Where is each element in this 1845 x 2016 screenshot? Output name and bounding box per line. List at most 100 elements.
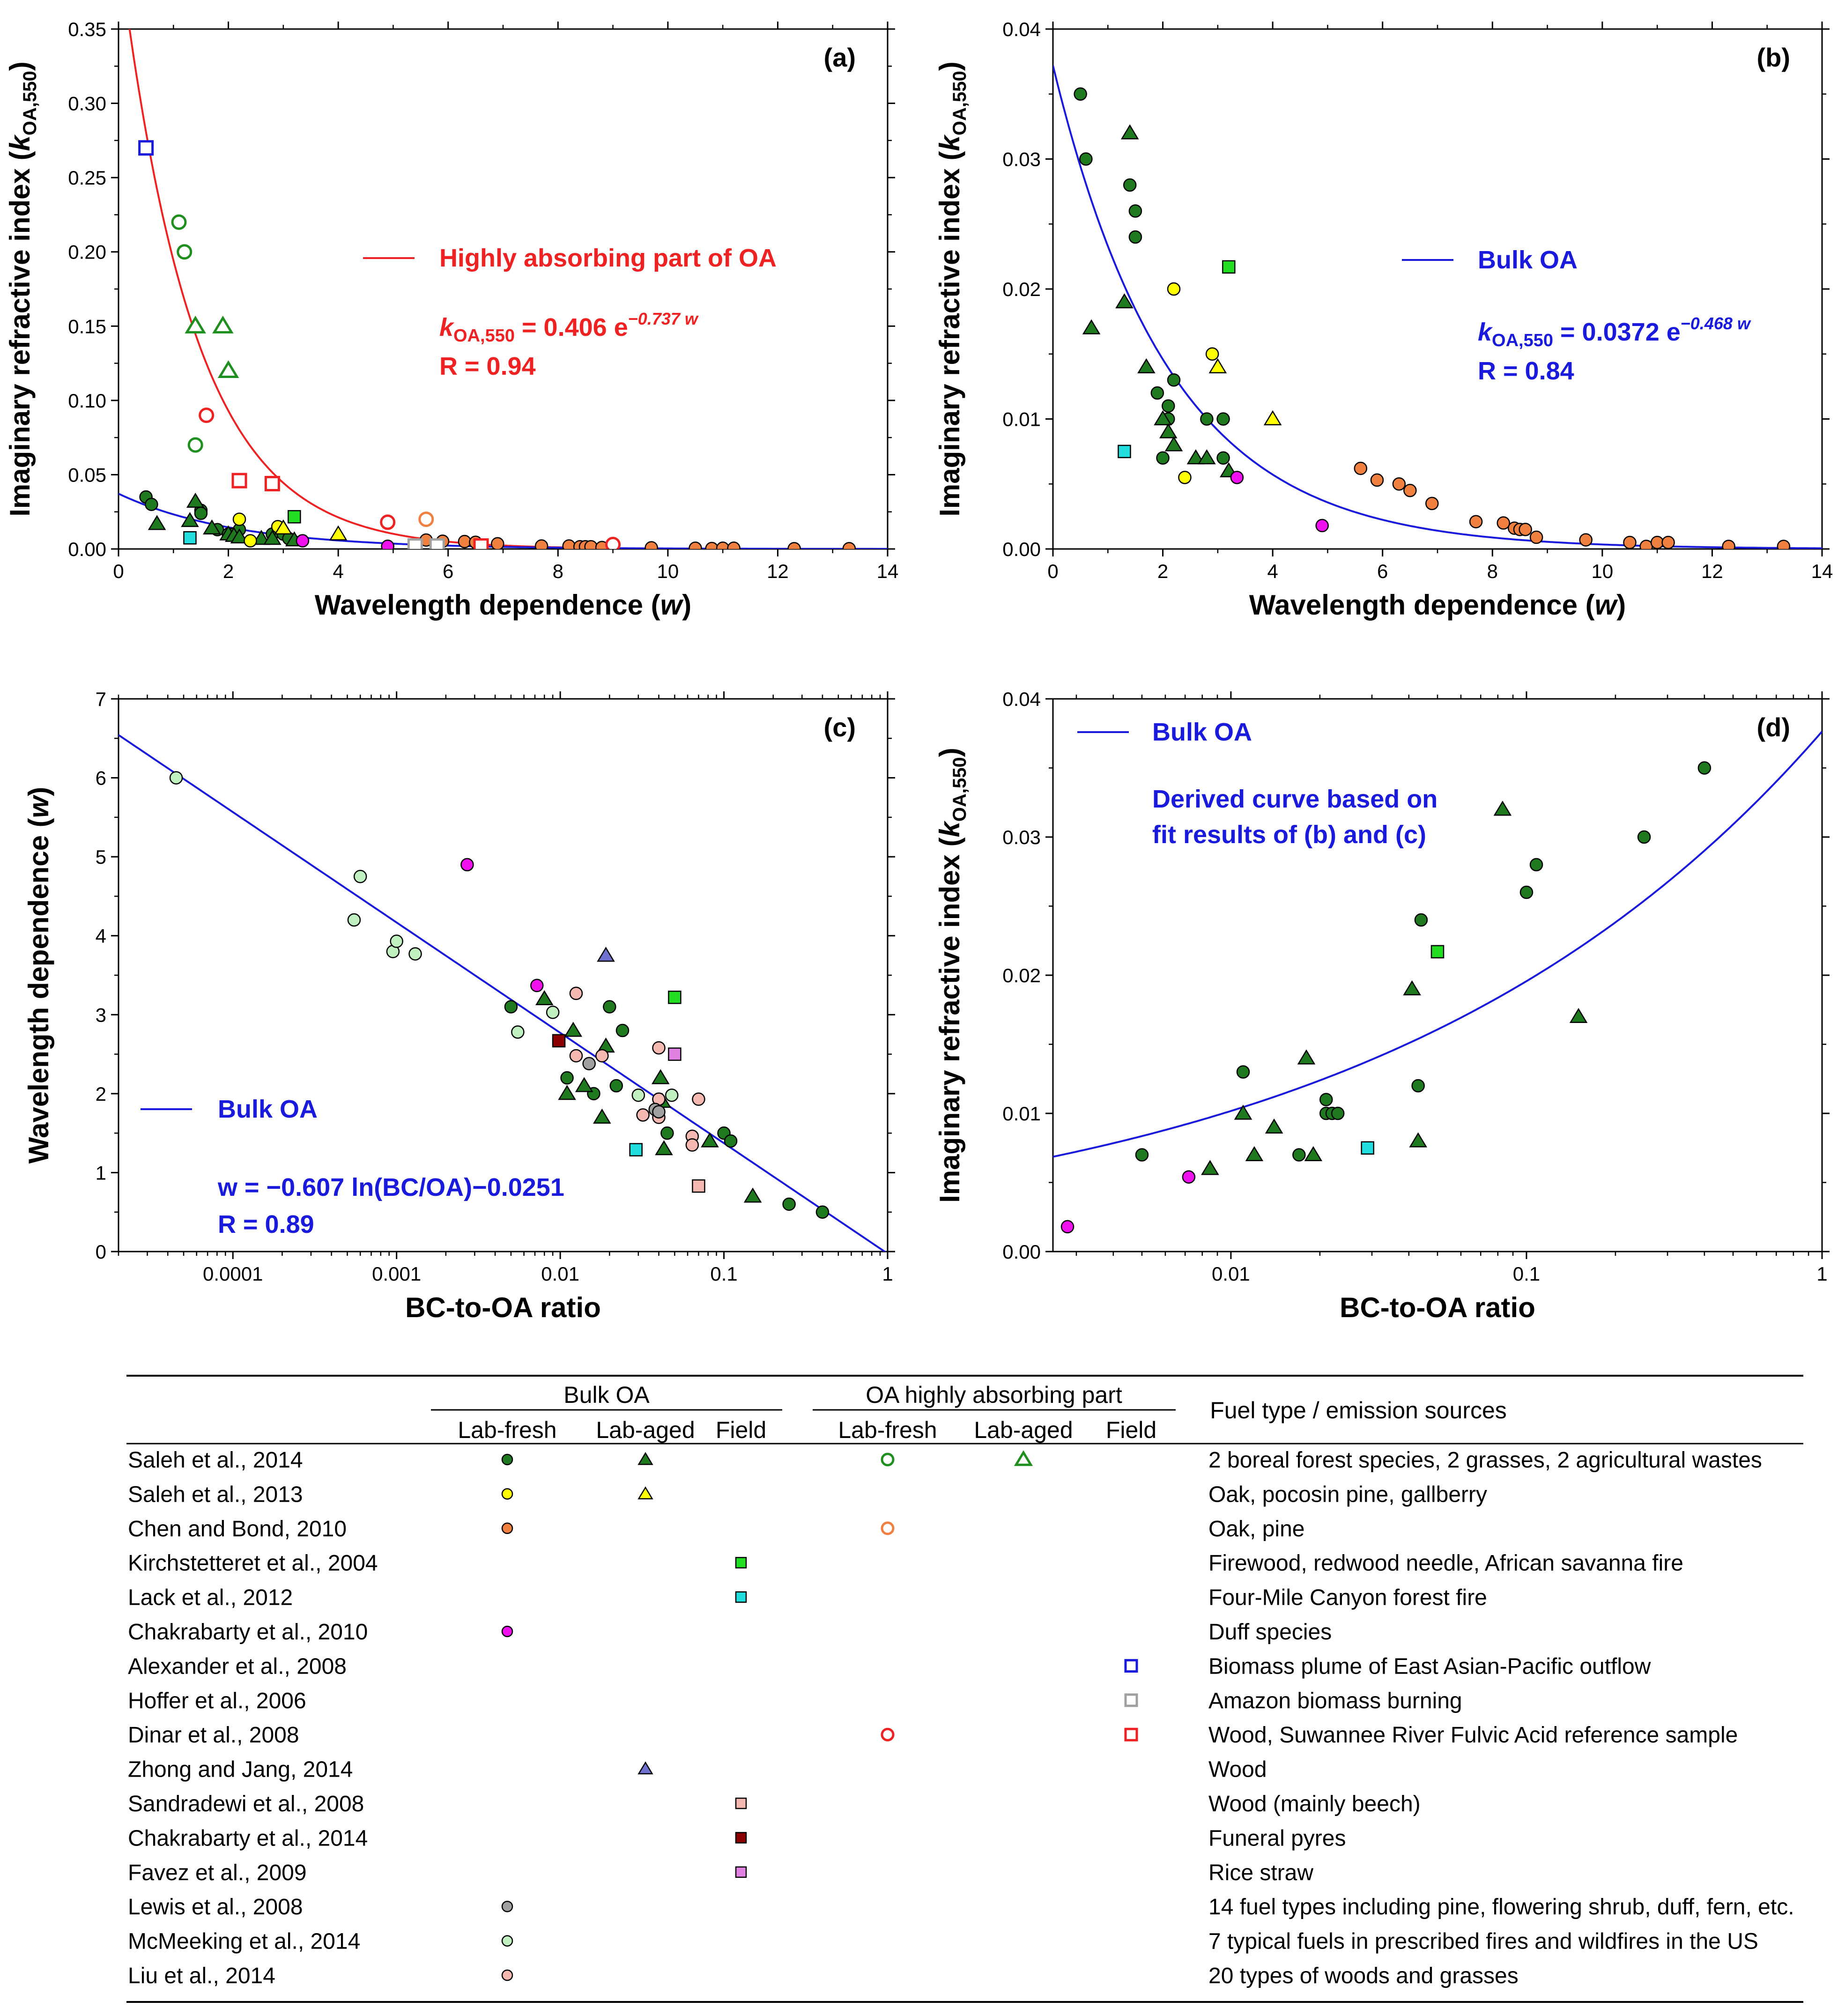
data-point	[1497, 516, 1510, 530]
series-saleh-et-al-2013-lab-aged	[1208, 358, 1282, 425]
data-point	[1222, 260, 1236, 274]
fit-curves	[119, 29, 888, 549]
data-point	[609, 1079, 623, 1093]
x-tick-label: 0.1	[1513, 1263, 1540, 1285]
col-header: Field	[716, 1417, 766, 1443]
equation-body: = 0.406 e	[515, 313, 628, 341]
row-reference: Chakrabarty et al., 2014	[128, 1826, 368, 1851]
data-point	[665, 1088, 679, 1102]
data-point	[535, 990, 554, 1006]
derived-curve-note: Derived curve based on	[1152, 785, 1437, 813]
table-row: Favez et al., 2009 Rice straw	[128, 1860, 1313, 1885]
panel-c-chart: 0 1 2 3 4 5 6 7 0.0001 0.001 0.01 0.1 1 BC-to-OA rati…	[23, 688, 895, 1323]
row-marker	[501, 1900, 513, 1912]
data-point	[1159, 423, 1178, 438]
data-point	[1074, 87, 1087, 101]
y-tick-label: 0.20	[68, 241, 106, 263]
data-point	[274, 519, 293, 535]
data-point	[546, 1005, 560, 1019]
data-point	[1650, 535, 1664, 549]
table-row: Alexander et al., 2008 Biomass plume of E…	[128, 1654, 1651, 1679]
data-point	[1403, 980, 1421, 995]
data-point	[203, 519, 221, 535]
row-fuel-type: Rice straw	[1208, 1860, 1313, 1885]
data-point	[1060, 1220, 1074, 1234]
y-axis-label-close: )	[934, 61, 965, 71]
x-tick-label: 14	[877, 560, 899, 582]
legend-table: Bulk OA OA highly absorbing part Fuel type…	[126, 1375, 1803, 2003]
x-tick-label: 0.0001	[203, 1263, 263, 1285]
y-tick-label: 0.01	[1002, 1103, 1041, 1125]
series-chakrabarty-et-al-2014	[552, 1034, 566, 1048]
data-point	[1361, 1141, 1374, 1155]
data-point	[1164, 436, 1183, 452]
y-tick-label: 0.01	[1002, 408, 1041, 430]
x-tick-label: 4	[1267, 560, 1278, 582]
data-point	[1403, 483, 1417, 497]
y-axis-label-sub: OA,550	[20, 71, 40, 135]
y-tick-label: 0.04	[1002, 688, 1041, 710]
data-point	[1167, 282, 1181, 296]
data-point	[169, 771, 183, 785]
series-saleh-et-al-2014-lab-aged	[1201, 800, 1588, 1175]
data-point	[1208, 358, 1227, 373]
x-tick-label: 0.001	[372, 1263, 421, 1285]
data-point	[1120, 124, 1139, 140]
table-row: Chen and Bond, 2010 Oak, pine	[128, 1517, 1304, 1542]
data-points	[1074, 87, 1791, 549]
x-axis-label: BC-to-OA ratio	[1340, 1292, 1535, 1323]
table-row: Chakrabarty et al., 2010 Duff species	[128, 1620, 1332, 1645]
data-point	[329, 525, 348, 541]
series-chen-and-bond-2010-highly-absorbing	[418, 511, 434, 527]
data-point	[347, 913, 361, 927]
data-point	[1637, 830, 1651, 844]
data-point	[562, 539, 576, 549]
col-header: Lab-fresh	[838, 1417, 937, 1443]
panel-d-chart: 0.00 0.01 0.02 0.03 0.04 0.01 0.1 1 BC-to-OA rat…	[934, 688, 1830, 1323]
equation-sub: OA,550	[453, 326, 515, 346]
series-chen-and-bond-2010-bulk	[419, 533, 856, 549]
data-point	[1392, 477, 1406, 491]
col-header: Field	[1106, 1417, 1156, 1443]
data-point	[148, 515, 166, 530]
data-point	[1156, 451, 1170, 465]
fit-r-value: R = 0.94	[439, 352, 536, 380]
data-point	[381, 540, 394, 549]
data-point	[629, 1143, 643, 1156]
data-point	[1216, 412, 1230, 426]
data-point	[815, 1205, 830, 1219]
row-marker	[881, 1453, 895, 1467]
data-point	[1697, 761, 1712, 775]
x-tick-label: 1	[882, 1263, 893, 1285]
plot-frame	[1052, 698, 1823, 1253]
row-marker	[501, 1625, 513, 1638]
data-point	[1331, 1106, 1345, 1120]
x-axis-label: BC-to-OA ratio	[405, 1292, 601, 1323]
series-chakrabarty-et-al-2010	[1060, 1170, 1196, 1234]
data-point	[603, 1000, 616, 1014]
series-liu-et-al-2014	[569, 986, 705, 1152]
data-point	[177, 244, 193, 260]
series-hoffer-et-al-2006	[407, 538, 445, 549]
data-point	[1201, 1160, 1219, 1175]
data-point	[1430, 945, 1445, 959]
data-point	[1154, 410, 1172, 425]
row-reference: Hoffer et al., 2006	[128, 1689, 306, 1713]
data-point	[491, 537, 504, 549]
y-axis-label: Imaginary refractive index (kOA,550)	[4, 61, 40, 517]
y-axis-label-sub: OA,550	[949, 71, 970, 135]
table-row: Dinar et al., 2008 Wood, Suwannee River F…	[128, 1723, 1738, 1748]
data-point	[560, 1071, 574, 1085]
data-point	[458, 534, 472, 548]
series-kirchstetter-et-al-2004	[1222, 260, 1236, 274]
row-fuel-type: Oak, pine	[1208, 1517, 1304, 1542]
fit-equation: w = −0.607 ln(BC/OA)−0.0251	[217, 1173, 564, 1201]
row-marker	[501, 1522, 513, 1534]
x-tick-label: 8	[553, 560, 563, 582]
y-tick-label: 2	[96, 1083, 106, 1105]
data-point	[636, 1108, 650, 1122]
data-point	[1469, 515, 1483, 528]
fit-equation: kOA,550 = 0.0372 e−0.468 w	[1478, 314, 1751, 350]
y-tick-label: 0.30	[68, 93, 106, 115]
row-fuel-type: Duff species	[1208, 1620, 1332, 1645]
